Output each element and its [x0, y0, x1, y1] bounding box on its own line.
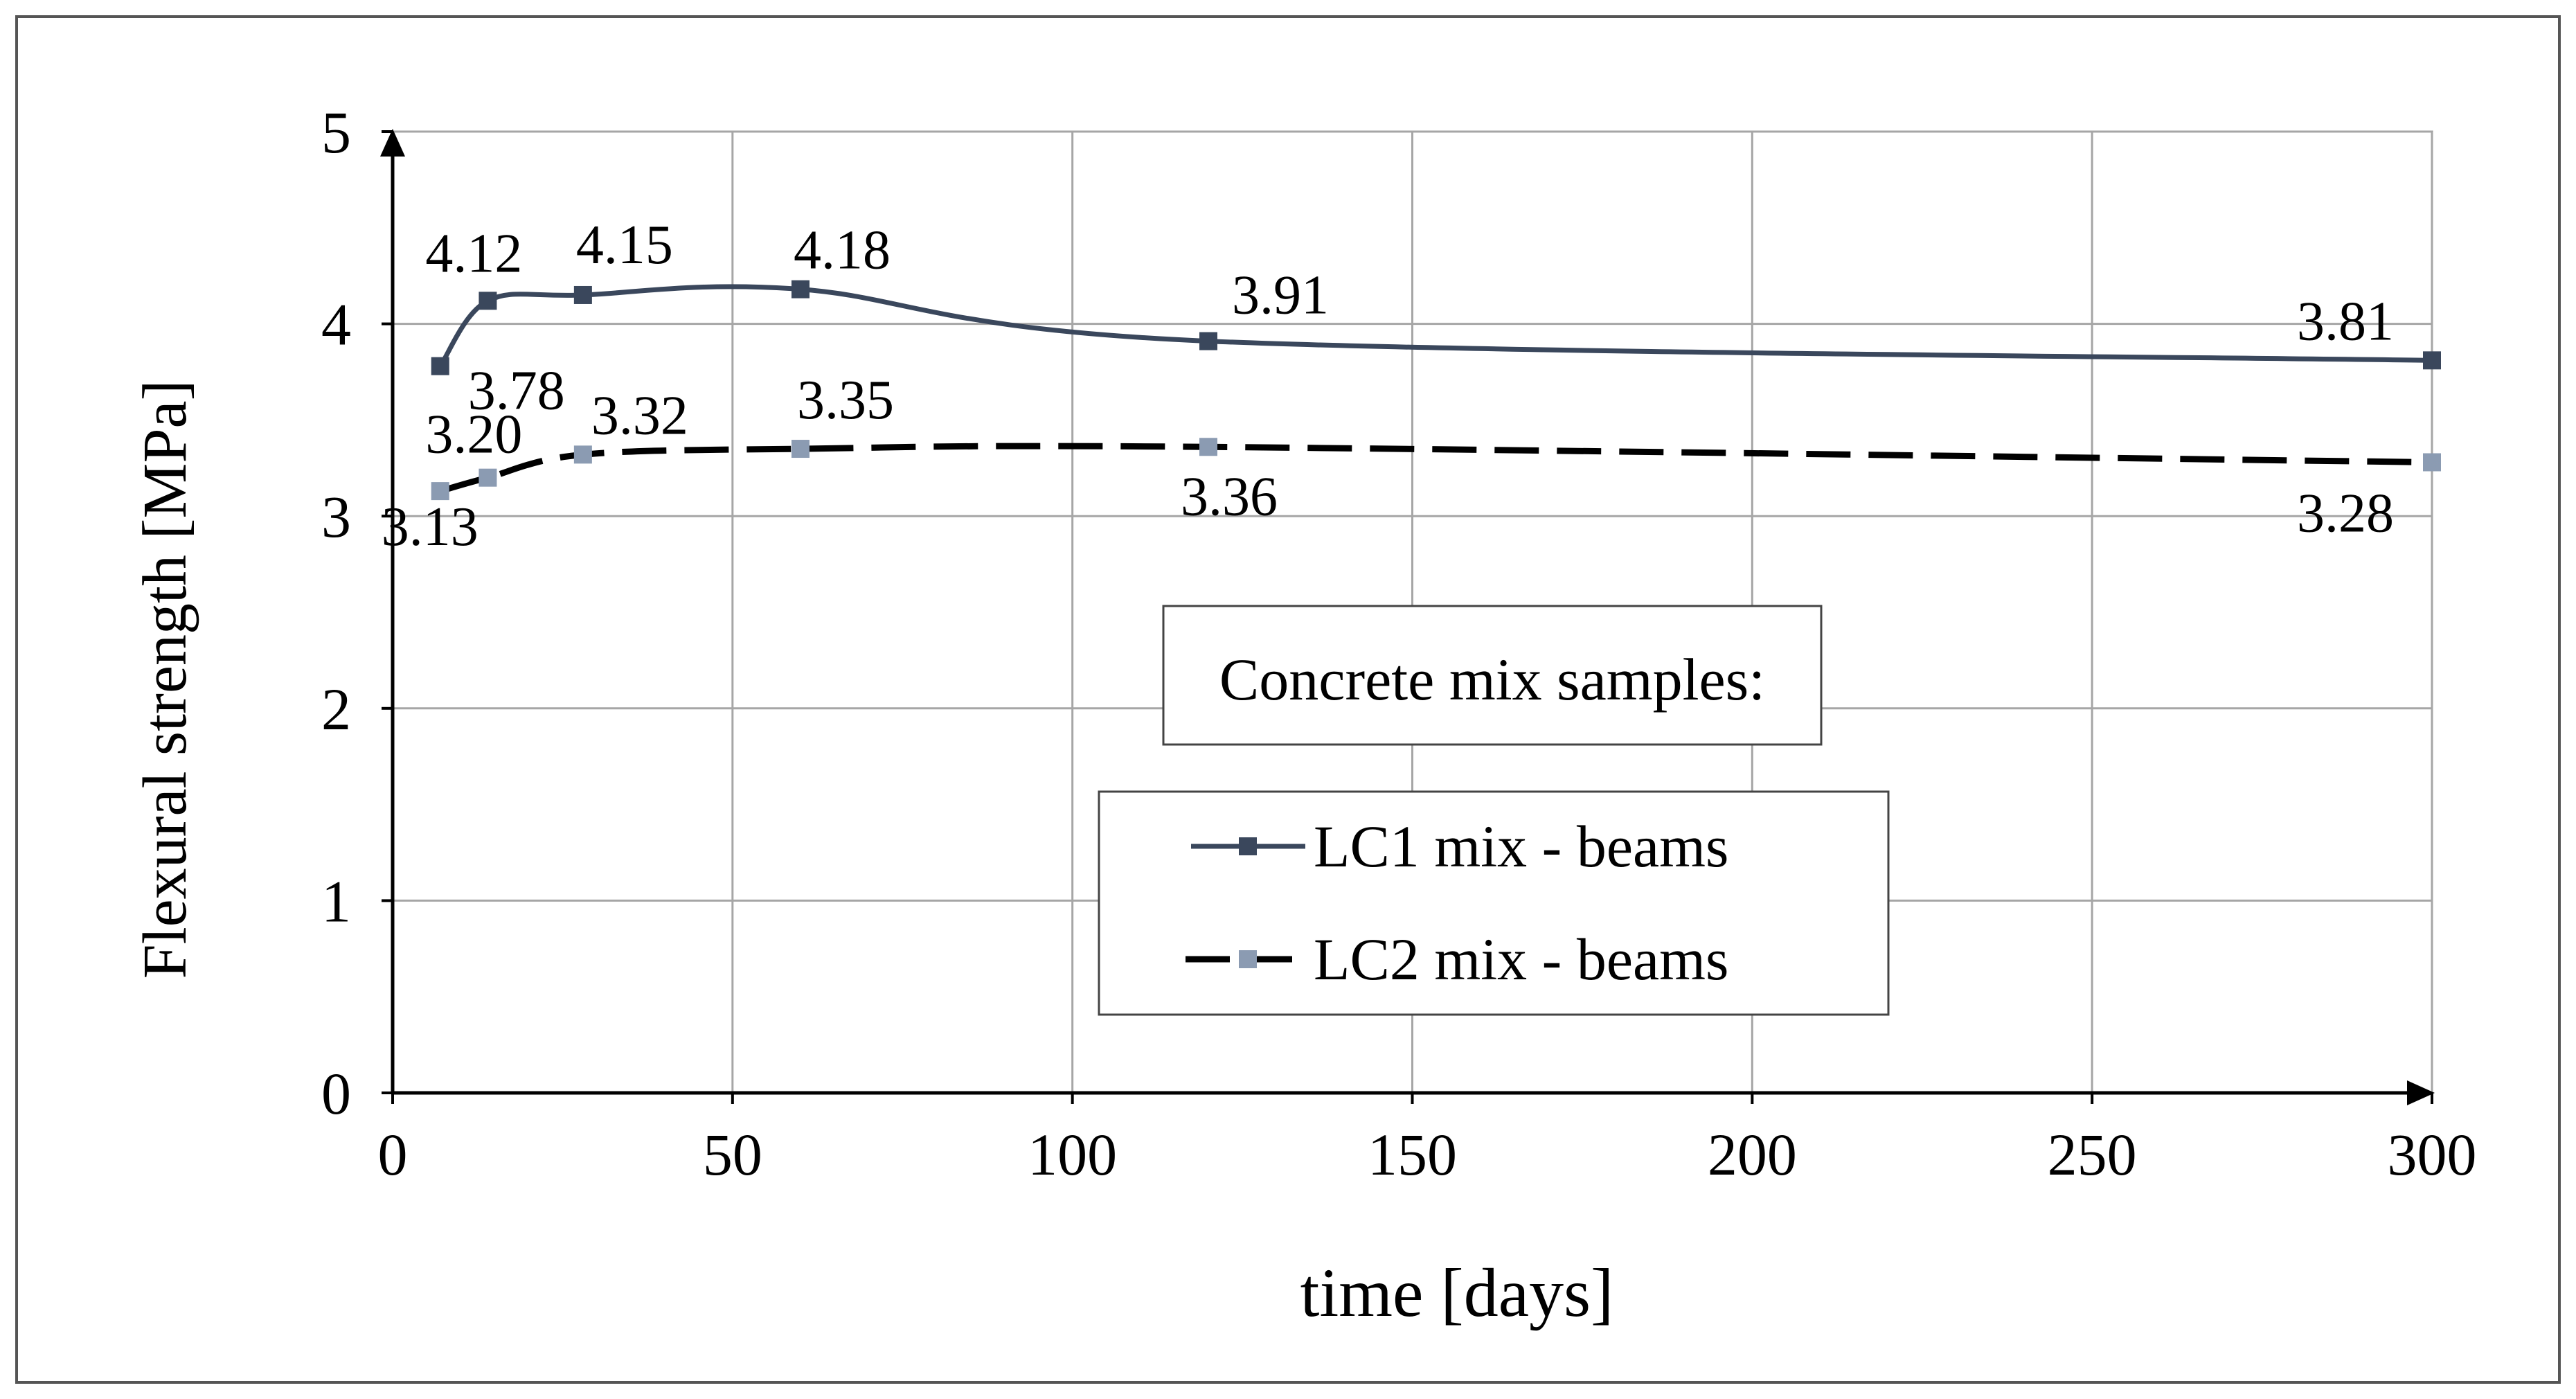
- data-point-1: [431, 357, 449, 375]
- data-point-1: [1199, 332, 1217, 350]
- data-labels: 3.78 4.12 4.15 4.18 3.91 3.81 3.13 3.20 3.32 3.35…: [382, 215, 2394, 558]
- data-label-2: 3.20: [425, 404, 522, 465]
- x-tick-label: 100: [1028, 1121, 1117, 1188]
- legend-lc1-marker: [1239, 837, 1257, 855]
- data-label-2: 3.35: [797, 370, 894, 431]
- y-tick-label: 4: [321, 292, 351, 358]
- data-point-2: [2423, 453, 2441, 472]
- series-layer: [431, 280, 2441, 501]
- y-tick-label: 5: [321, 99, 351, 166]
- legend-lc2-marker: [1239, 950, 1257, 968]
- y-tick-label: 3: [321, 483, 351, 550]
- data-label-1: 4.15: [576, 215, 673, 276]
- y-tick-label: 2: [321, 676, 351, 742]
- data-point-1: [573, 285, 592, 304]
- data-point-1: [478, 292, 497, 310]
- data-label-1: 4.18: [794, 220, 891, 281]
- data-point-2: [1199, 438, 1217, 456]
- x-tick-label: 200: [1708, 1121, 1797, 1188]
- data-point-1: [2423, 351, 2441, 370]
- data-label-1: 3.81: [2297, 291, 2394, 352]
- x-axis-arrow: [2407, 1080, 2435, 1105]
- data-label-2: 3.28: [2297, 483, 2394, 544]
- legend-lc2-label: LC2 mix - beams: [1314, 926, 1729, 992]
- data-label-1: 3.78: [468, 361, 565, 422]
- legend: Concrete mix samples: LC1 mix - beams LC…: [1098, 605, 1890, 1016]
- legend-entries-box: [1098, 790, 1890, 1016]
- x-tick-label: 300: [2388, 1121, 2477, 1188]
- data-point-2: [478, 468, 497, 487]
- legend-lc1-label: LC1 mix - beams: [1314, 813, 1729, 880]
- series-line-2: [439, 443, 2433, 494]
- data-label-2: 3.13: [382, 497, 478, 558]
- series-line-1: [438, 284, 2433, 368]
- y-axis-title: Flexural strength [MPa]: [131, 380, 199, 979]
- x-axis-title: time [days]: [1300, 1254, 1614, 1331]
- data-label-2: 3.36: [1181, 466, 1278, 527]
- x-tick-label: 250: [2048, 1121, 2137, 1188]
- y-axis-arrow: [380, 129, 405, 157]
- y-tick-label: 1: [321, 868, 351, 934]
- data-point-1: [791, 280, 810, 298]
- x-tick-label: 150: [1368, 1121, 1457, 1188]
- data-label-1: 3.91: [1232, 265, 1329, 326]
- y-tick-label: 0: [321, 1060, 351, 1127]
- data-label-1: 4.12: [425, 223, 522, 284]
- x-tick-label: 50: [703, 1121, 762, 1188]
- legend-title: Concrete mix samples:: [1219, 646, 1765, 713]
- data-point-2: [791, 440, 810, 458]
- data-point-2: [431, 482, 449, 501]
- x-tick-label: 0: [378, 1121, 408, 1188]
- axes: [380, 129, 2435, 1105]
- legend-title-box: [1162, 605, 1823, 746]
- data-label-2: 3.32: [591, 385, 688, 446]
- data-point-2: [573, 445, 592, 464]
